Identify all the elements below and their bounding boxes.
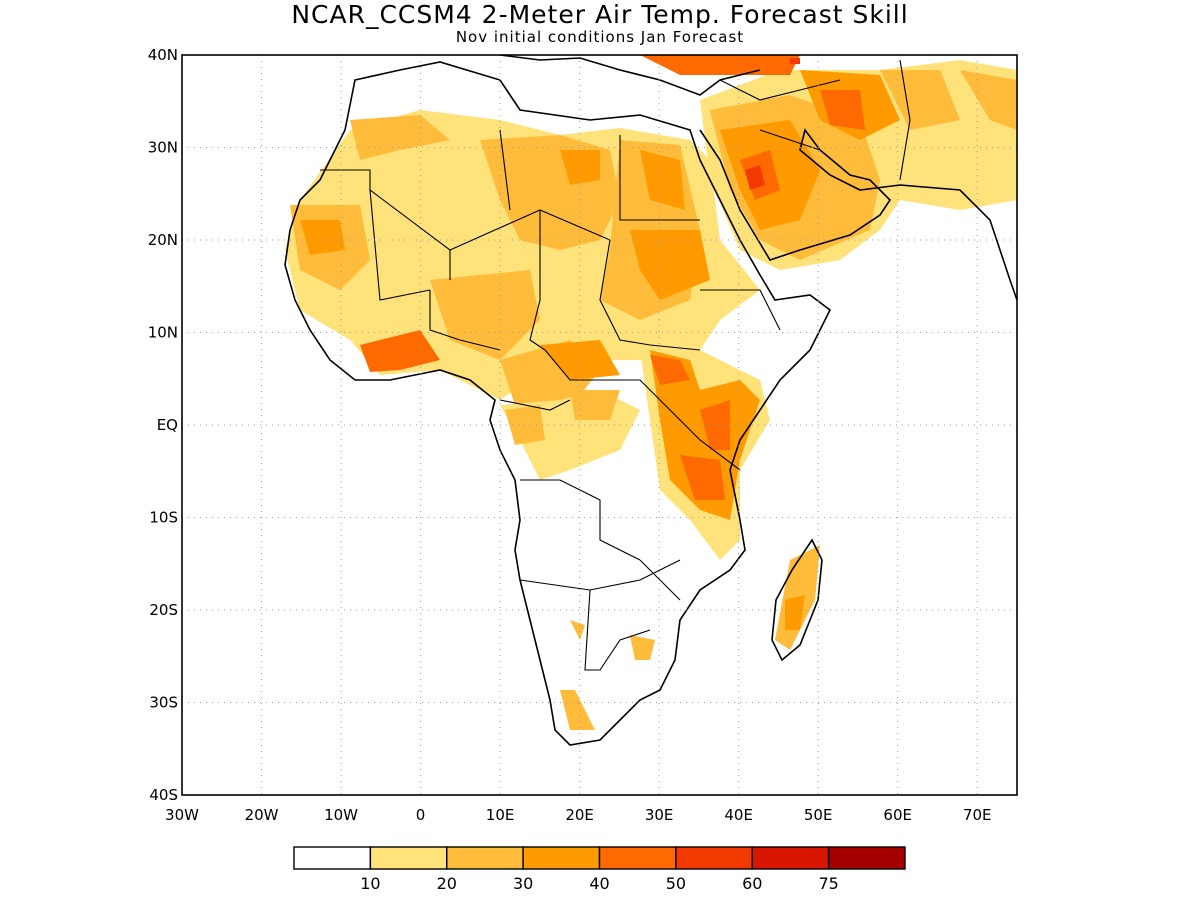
lat-tick-label: 30S: [149, 694, 178, 712]
lon-tick-label: 20E: [565, 806, 594, 824]
africa-coastline: [284, 61, 832, 746]
shade-east-africa-mid: [650, 350, 760, 520]
border-segment: [519, 559, 681, 591]
legend-label: 10: [360, 874, 380, 893]
lon-tick-label: 30E: [645, 806, 674, 824]
border-segment: [599, 239, 701, 351]
shade-southern-africa: [560, 620, 655, 730]
legend-label: 40: [589, 874, 609, 893]
legend-swatch: [369, 846, 448, 870]
skill-shading: [285, 55, 1017, 730]
border-segment: [529, 210, 546, 351]
lon-tick-label: 60E: [883, 806, 912, 824]
lat-tick-labels: 40N 30N 20N 10N EQ 10S 20S 30S 40S: [148, 46, 178, 804]
shade-east-africa-red: [650, 355, 730, 500]
border-segment: [520, 479, 641, 561]
lat-tick-label: 40S: [149, 786, 178, 804]
lon-tick-labels: 30W 20W 10W 0 10E 20E 30E 40E 50E 60E 70E: [165, 806, 991, 824]
legend-label: 50: [666, 874, 686, 893]
legend-swatch: [827, 846, 906, 870]
legend-swatch: [598, 846, 677, 870]
map-title: NCAR_CCSM4 2-Meter Air Temp. Forecast Sk…: [291, 0, 909, 29]
legend-swatch: [446, 846, 524, 870]
border-segment: [899, 59, 911, 181]
lon-tick-label: 10E: [486, 806, 515, 824]
border-segment: [619, 135, 700, 221]
arabia-coastline: [699, 128, 1017, 301]
legend-swatch: [675, 846, 753, 870]
legend-swatch: [293, 846, 372, 870]
lat-tick-label: 40N: [148, 46, 178, 64]
shade-north-africa-orange: [300, 150, 710, 380]
lat-tick-label: EQ: [157, 416, 178, 434]
border-segment: [584, 589, 651, 671]
legend-label: 20: [437, 874, 457, 893]
shade-arabia-darkred: [745, 58, 800, 190]
lat-tick-label: 30N: [148, 139, 178, 157]
shade-north-africa-mid: [290, 115, 700, 420]
legend-swatch: [751, 846, 830, 870]
mediterranean-north-coast: [499, 55, 761, 96]
shade-madagascar-orange: [785, 595, 805, 630]
color-legend: 10 20 30 40 50 60 75: [293, 846, 906, 893]
country-borders: [320, 59, 911, 671]
border-segment: [429, 290, 501, 351]
lat-tick-label: 10S: [149, 509, 178, 527]
border-segment: [544, 349, 661, 401]
lon-tick-label: 10W: [324, 806, 358, 824]
border-segment: [499, 129, 511, 211]
lat-tick-label: 10N: [148, 324, 178, 342]
border-segment: [639, 559, 681, 601]
border-segment: [759, 129, 821, 151]
lon-tick-label: 50E: [804, 806, 833, 824]
lon-tick-label: 30W: [165, 806, 199, 824]
coastlines: [284, 55, 1017, 746]
legend-swatch: [522, 846, 601, 870]
plot-frame: [181, 54, 1018, 796]
legend-label: 60: [742, 874, 762, 893]
lat-tick-label: 20S: [149, 601, 178, 619]
shade-central-africa-mid: [505, 390, 620, 445]
border-segment: [700, 289, 781, 331]
shade-guinea-coast: [360, 330, 440, 372]
lon-tick-label: 70E: [963, 806, 992, 824]
border-segment: [499, 399, 571, 411]
madagascar-coastline: [771, 538, 823, 662]
border-segment: [719, 79, 841, 101]
map-subtitle: Nov initial conditions Jan Forecast: [455, 28, 745, 46]
lon-tick-label: 40E: [724, 806, 753, 824]
border-segment: [659, 399, 741, 471]
border-segment: [369, 189, 431, 301]
legend-label: 75: [818, 874, 838, 893]
lon-tick-label: 20W: [245, 806, 279, 824]
legend-label: 30: [513, 874, 533, 893]
lon-tick-label: 0: [416, 806, 426, 824]
lat-tick-label: 20N: [148, 231, 178, 249]
